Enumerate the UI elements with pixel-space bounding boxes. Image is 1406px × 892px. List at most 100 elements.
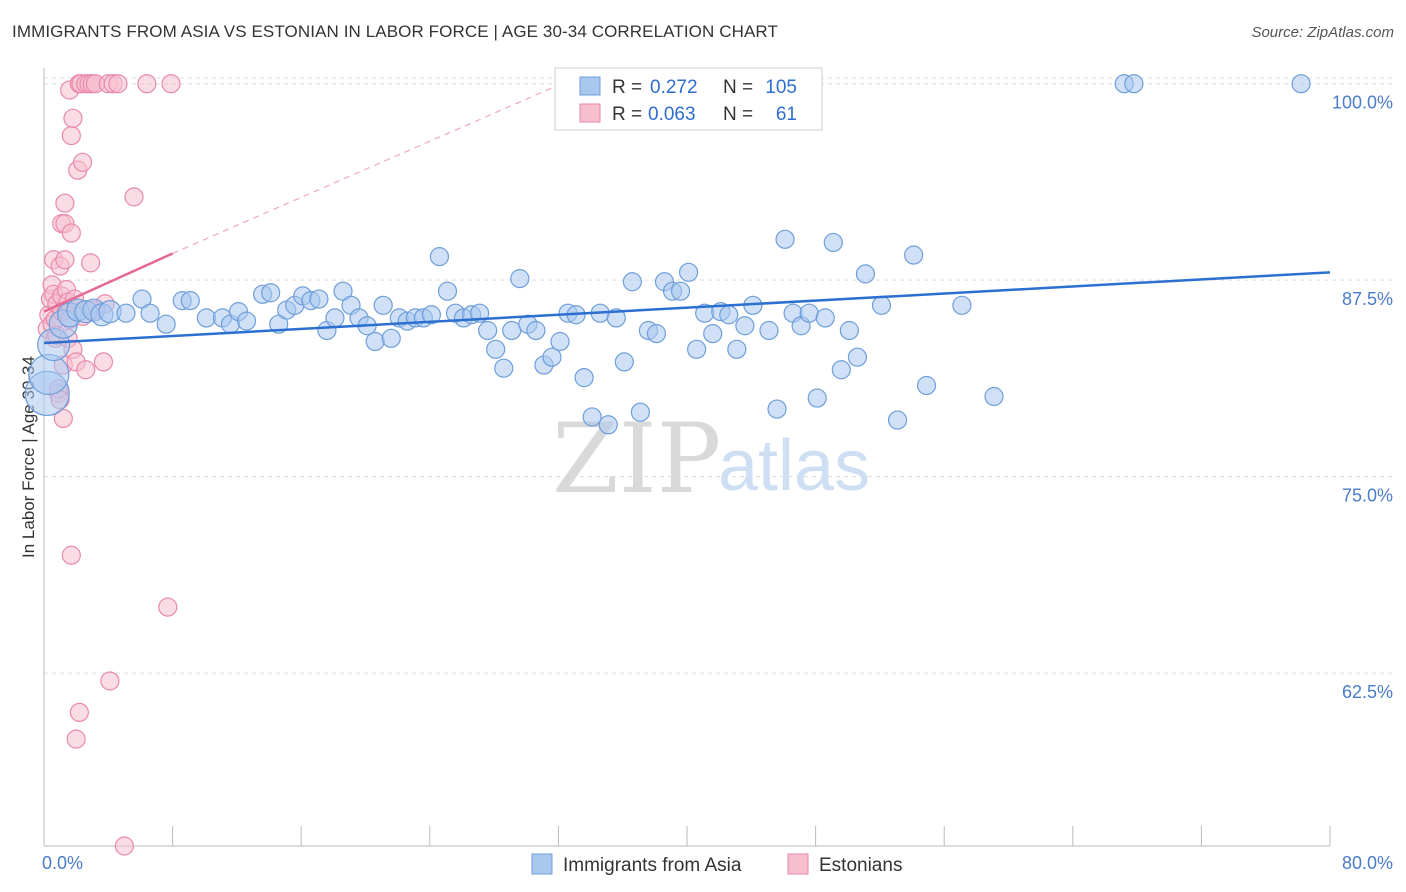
y-tick-label: 100.0% bbox=[1332, 93, 1393, 113]
point-estonians bbox=[108, 74, 128, 94]
legend: R = 0.272 N = 105 R = 0.063 N = 61 bbox=[554, 67, 823, 131]
point-estonians bbox=[69, 702, 89, 723]
bottom-legend-swatch-asia bbox=[531, 853, 553, 875]
point-asia bbox=[381, 328, 401, 348]
point-asia bbox=[679, 262, 699, 282]
point-asia bbox=[687, 339, 707, 359]
point-asia bbox=[494, 358, 514, 378]
point-asia bbox=[799, 303, 819, 323]
point-asia bbox=[735, 316, 755, 336]
point-asia bbox=[887, 410, 908, 430]
watermark-atlas: atlas bbox=[718, 426, 870, 506]
point-asia bbox=[670, 281, 691, 301]
point-estonians bbox=[72, 152, 93, 172]
legend-r-value-estonians: 0.063 bbox=[648, 104, 696, 125]
point-asia bbox=[719, 305, 739, 325]
point-asia bbox=[831, 360, 851, 380]
x-tick-label-min: 0.0% bbox=[42, 853, 83, 873]
point-asia bbox=[622, 272, 642, 292]
point-estonians bbox=[55, 250, 75, 270]
point-asia bbox=[510, 269, 530, 289]
trend-extension-estonians bbox=[172, 70, 591, 255]
point-asia bbox=[542, 347, 562, 367]
point-estonians bbox=[61, 545, 81, 565]
chart-title: IMMIGRANTS FROM ASIA VS ESTONIAN IN LABO… bbox=[12, 22, 778, 41]
point-estonians bbox=[100, 671, 120, 691]
legend-r-value-asia: 0.272 bbox=[650, 77, 698, 98]
point-asia bbox=[759, 320, 779, 341]
point-asia bbox=[502, 320, 522, 341]
point-asia bbox=[373, 295, 393, 315]
series-asia-points bbox=[24, 74, 1311, 435]
point-asia bbox=[325, 308, 345, 328]
point-estonians bbox=[76, 360, 96, 380]
trend-line-asia bbox=[43, 271, 1331, 345]
legend-n-value-estonians: 61 bbox=[776, 104, 797, 125]
point-asia bbox=[823, 232, 843, 253]
legend-r-label-estonians: R = bbox=[612, 104, 642, 125]
point-asia bbox=[606, 308, 626, 328]
legend-swatch-estonians bbox=[579, 103, 601, 123]
point-asia bbox=[775, 229, 795, 249]
point-estonians bbox=[124, 187, 144, 207]
legend-r-label-asia: R = bbox=[612, 77, 642, 98]
point-estonians bbox=[161, 74, 181, 94]
y-tick-label: 87.5% bbox=[1342, 289, 1393, 309]
legend-n-label-estonians: N = bbox=[723, 104, 753, 125]
point-asia bbox=[574, 368, 594, 388]
point-asia bbox=[236, 311, 257, 331]
point-asia bbox=[421, 305, 442, 325]
point-estonians bbox=[61, 125, 81, 146]
point-asia bbox=[952, 295, 972, 315]
point-asia bbox=[156, 314, 176, 334]
point-asia bbox=[582, 407, 602, 427]
point-asia bbox=[871, 295, 892, 315]
y-tick-label: 75.0% bbox=[1342, 486, 1393, 506]
point-asia bbox=[855, 264, 876, 284]
point-asia bbox=[815, 308, 835, 328]
gridlines bbox=[44, 77, 1395, 674]
point-estonians bbox=[61, 223, 81, 243]
legend-n-label-asia: N = bbox=[723, 77, 753, 98]
series-estonians-points bbox=[37, 74, 181, 856]
point-asia bbox=[614, 352, 634, 372]
point-asia bbox=[904, 245, 924, 265]
point-asia bbox=[478, 320, 498, 341]
point-asia bbox=[140, 303, 160, 323]
point-estonians bbox=[53, 408, 73, 429]
point-asia bbox=[1124, 74, 1144, 94]
point-estonians bbox=[81, 253, 101, 273]
point-asia bbox=[984, 386, 1004, 407]
point-asia bbox=[646, 324, 667, 344]
point-asia bbox=[116, 303, 136, 323]
bottom-legend-label-asia: Immigrants from Asia bbox=[563, 855, 742, 876]
point-estonians bbox=[114, 836, 134, 856]
point-estonians bbox=[55, 193, 75, 213]
point-asia bbox=[429, 247, 450, 267]
point-asia bbox=[598, 415, 618, 435]
bottom-legend-swatch-estonians bbox=[787, 853, 809, 875]
point-asia bbox=[727, 339, 747, 359]
point-estonians bbox=[66, 729, 86, 749]
point-asia bbox=[807, 388, 827, 408]
point-asia bbox=[703, 324, 723, 344]
point-estonians bbox=[158, 597, 178, 617]
point-estonians bbox=[137, 74, 157, 94]
y-tick-labels: 62.5% 75.0% 87.5% 100.0% bbox=[1332, 93, 1393, 702]
point-asia bbox=[365, 331, 385, 352]
trend-lines bbox=[43, 70, 1331, 345]
x-tick-label-max: 80.0% bbox=[1342, 853, 1393, 873]
point-asia bbox=[847, 347, 867, 367]
trend-line-estonians bbox=[43, 252, 174, 313]
watermark-zip: ZIP bbox=[552, 403, 721, 515]
point-asia bbox=[526, 320, 546, 341]
legend-swatch-asia bbox=[579, 76, 601, 96]
bottom-legend: Immigrants from Asia Estonians bbox=[531, 853, 902, 876]
point-estonians bbox=[93, 352, 114, 372]
x-ticks bbox=[43, 826, 1331, 846]
point-asia bbox=[437, 281, 458, 301]
source-credit: Source: ZipAtlas.com bbox=[1251, 24, 1394, 41]
point-asia bbox=[916, 375, 937, 396]
y-tick-label: 62.5% bbox=[1342, 682, 1393, 702]
